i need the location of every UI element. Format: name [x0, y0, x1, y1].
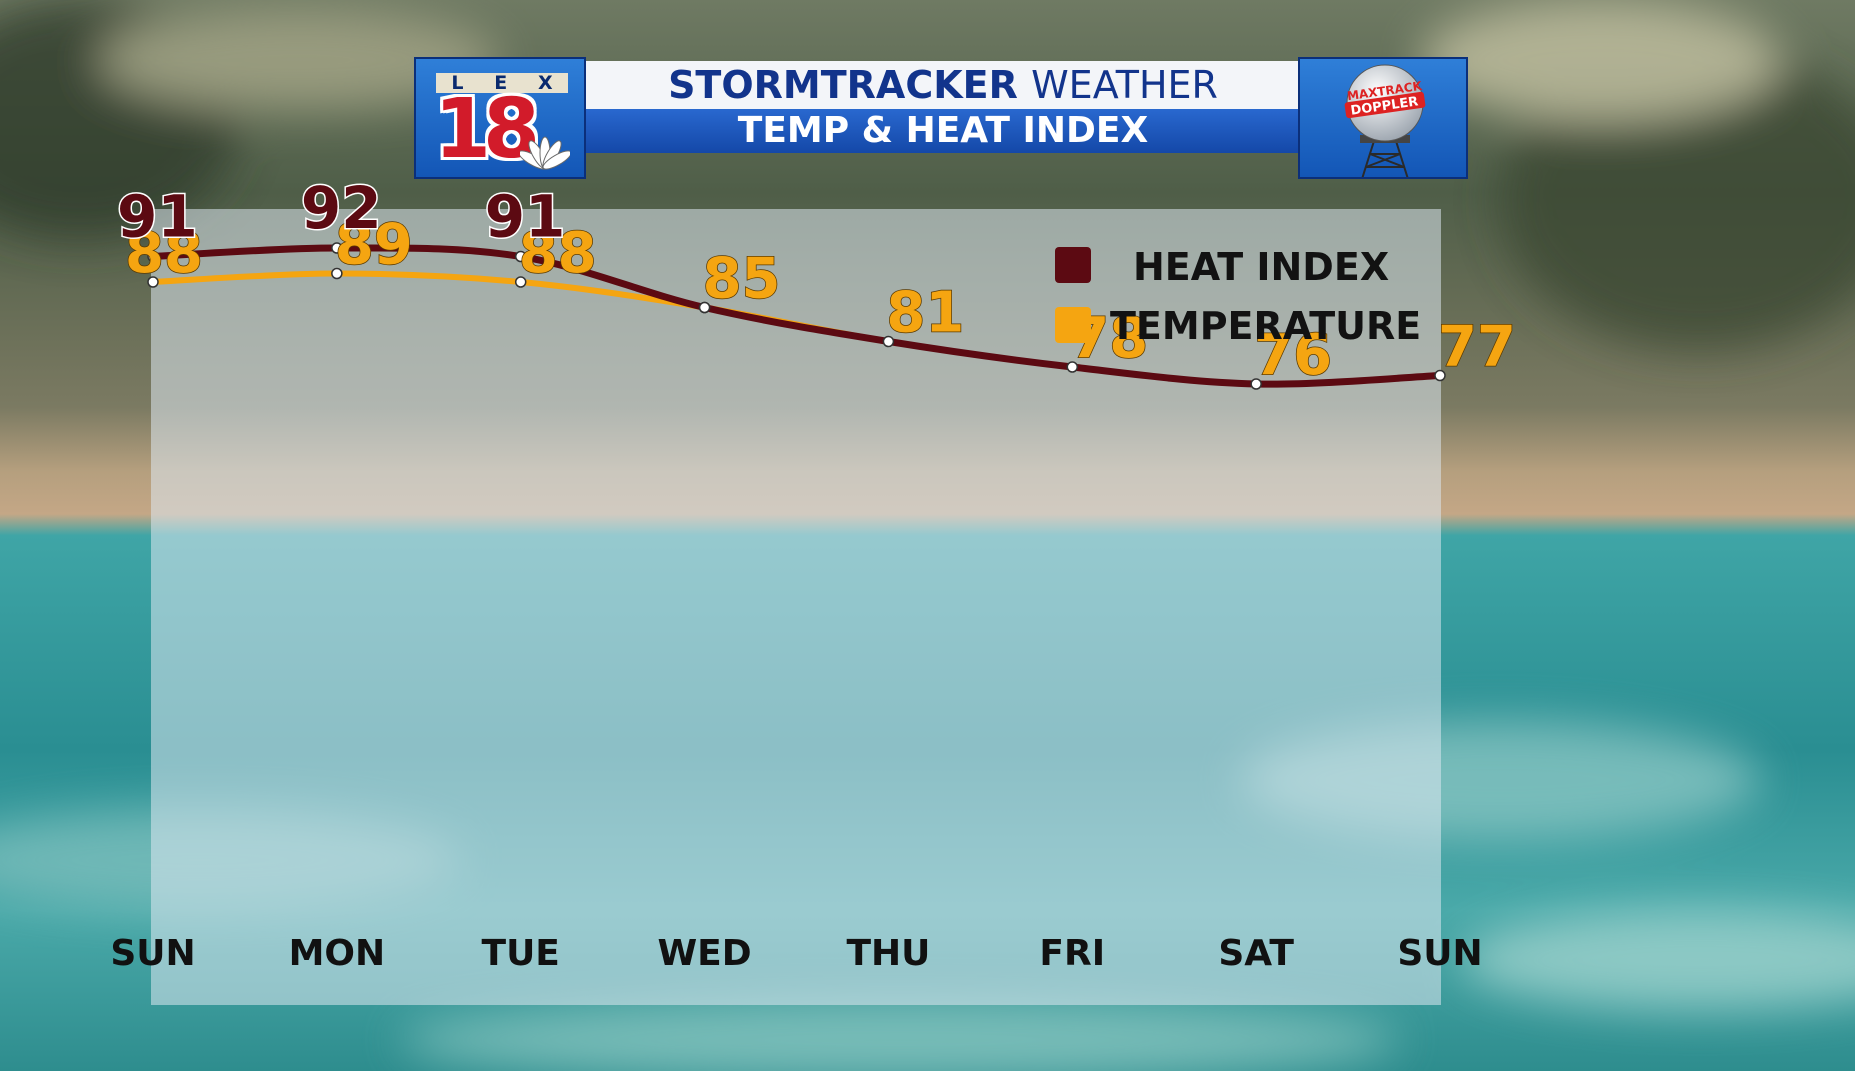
title-line: STORMTRACKER WEATHER: [586, 61, 1300, 109]
x-tick-label: SUN: [110, 933, 195, 974]
heat-index-point: [331, 242, 343, 254]
heat-index-value-label: 92: [301, 174, 382, 242]
legend-swatch-heat-index: [1055, 247, 1091, 283]
temperature-value-label: 88: [519, 221, 597, 286]
heat-index-value-label: 91: [485, 183, 566, 251]
x-tick-label: SAT: [1218, 933, 1294, 974]
temperature-point: [514, 276, 527, 288]
temperature-point: [1250, 378, 1262, 390]
x-axis: SUN MON TUE WED THU FRI SAT SUN: [110, 933, 1482, 974]
logo-letter: E: [494, 72, 508, 94]
series-lines: [152, 244, 1441, 388]
lex18-logo: L E X 18: [414, 57, 586, 179]
subtitle: TEMP & HEAT INDEX: [586, 109, 1300, 153]
temperature-point: [331, 267, 343, 280]
logo-letter: L: [451, 72, 464, 94]
x-tick-label: TUE: [482, 933, 560, 974]
radar-tower-icon: MAXTRACK DOPPLER: [1344, 64, 1426, 177]
logo-letter: X: [537, 72, 553, 94]
chart-panel: [151, 209, 1441, 1005]
heat-index-point: [514, 250, 527, 263]
temperature-point: [147, 276, 159, 288]
heat-index-point: [147, 250, 159, 263]
peacock-icon: [520, 136, 570, 170]
x-tick-label: WED: [657, 933, 751, 974]
legend: HEAT INDEX TEMPERATURE: [1055, 245, 1421, 348]
legend-label-heat-index: HEAT INDEX: [1133, 245, 1389, 289]
heat-index-value-label: 91: [117, 183, 198, 251]
title-bold: STORMTRACKER: [668, 63, 1018, 107]
radar-tower-logo: MAXTRACK DOPPLER: [1298, 57, 1468, 179]
x-tick-label: MON: [289, 933, 386, 974]
x-tick-label: FRI: [1039, 933, 1105, 974]
logo-letters: L E X: [436, 72, 568, 94]
legend-label-temperature: TEMPERATURE: [1110, 304, 1421, 348]
temperature-point: [882, 335, 895, 348]
temperature-value-label: 76: [1254, 323, 1332, 388]
broadcast-header: L E X 18 STORMTRACKER WEATHER TEMP & HEA…: [414, 57, 1468, 181]
legend-swatch-temperature: [1055, 307, 1091, 343]
temperature-value-label: 89: [335, 213, 413, 278]
temperature-value-label: 85: [703, 247, 781, 312]
temperature-point: [1066, 361, 1079, 373]
heat-index-point: [698, 301, 711, 314]
temperature-value-label: 88: [125, 221, 203, 286]
series-points: [147, 242, 1446, 390]
x-tick-label: THU: [846, 933, 930, 974]
title-banner: STORMTRACKER WEATHER TEMP & HEAT INDEX: [586, 61, 1300, 153]
heat-index-line: [152, 244, 1441, 388]
x-tick-label: SUN: [1397, 933, 1482, 974]
title-light: WEATHER: [1031, 63, 1218, 107]
temperature-value-label: 77: [1438, 315, 1516, 380]
temperature-point: [1434, 369, 1446, 382]
temperature-value-label: 81: [886, 281, 964, 346]
